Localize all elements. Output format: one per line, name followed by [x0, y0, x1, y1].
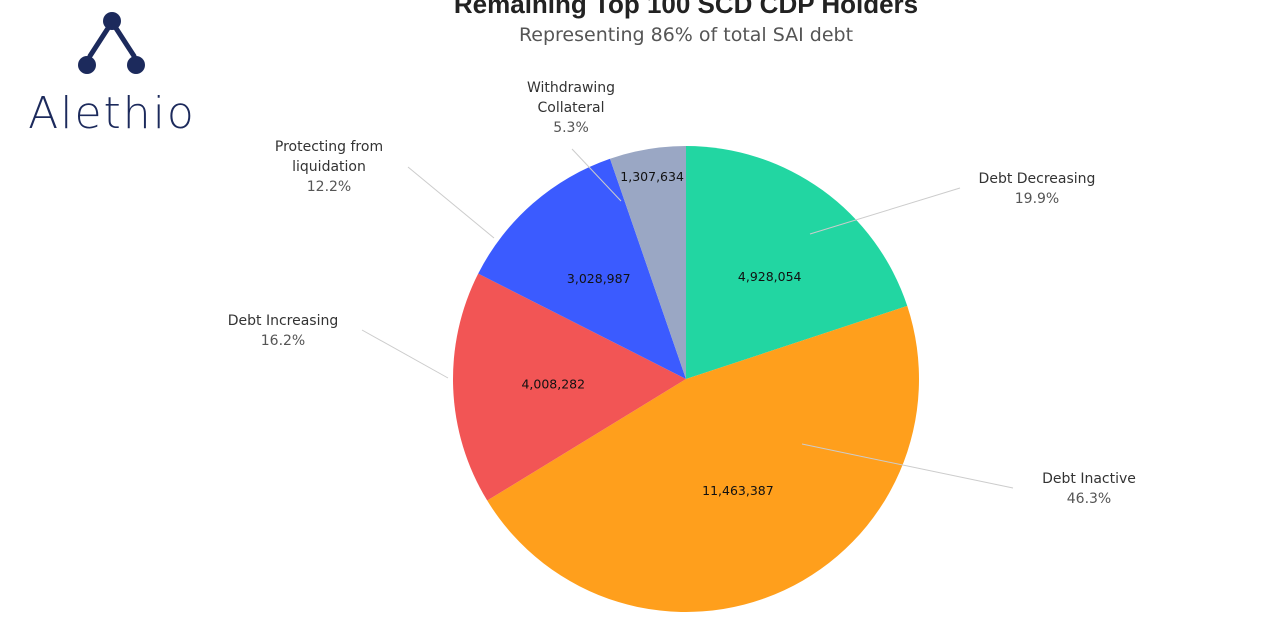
slice-value-label: 4,928,054 — [738, 269, 802, 284]
leader-line — [809, 187, 961, 235]
slice-category-label: Withdrawing — [527, 80, 615, 96]
leader-line — [361, 329, 449, 379]
slice-value-label: 3,028,987 — [567, 271, 631, 286]
slice-value-label: 4,008,282 — [521, 376, 585, 391]
slice-value-label: 11,463,387 — [702, 483, 774, 498]
leader-line — [571, 148, 622, 202]
slice-category-label: Collateral — [537, 100, 604, 116]
leader-line — [407, 166, 495, 239]
pie-slice — [487, 305, 919, 613]
chart-title: Remaining Top 100 SCD CDP Holders — [454, 0, 918, 19]
pie-slices — [452, 146, 919, 613]
slice-percent-label: 5.3% — [553, 120, 589, 136]
slice-category-label: Debt Increasing — [228, 313, 339, 329]
alethio-logo: Alethio — [28, 12, 196, 139]
slice-category-label: liquidation — [292, 159, 366, 175]
pie-slice — [686, 146, 908, 379]
slice-category-label: Debt Inactive — [1042, 471, 1136, 487]
pie-slice — [478, 158, 686, 379]
pie-slice — [610, 146, 686, 379]
slice-category-label: Protecting from — [275, 139, 383, 155]
chart-subtitle: Representing 86% of total SAI debt — [519, 24, 853, 46]
slice-category-label: Debt Decreasing — [979, 171, 1096, 187]
brand-name: Alethio — [28, 88, 196, 139]
pie-slice — [452, 273, 686, 501]
slice-labels: 4,928,054 Debt Decreasing 19.9% 11,463,387 D… — [228, 80, 1136, 507]
slice-percent-label: 19.9% — [1015, 191, 1059, 207]
leader-line — [801, 443, 1014, 489]
slice-value-label: 1,307,634 — [620, 169, 684, 184]
slice-percent-label: 12.2% — [307, 179, 351, 195]
slice-percent-label: 16.2% — [261, 333, 305, 349]
slice-percent-label: 46.3% — [1067, 491, 1111, 507]
alethio-logo-icon — [78, 12, 145, 74]
leader-lines — [361, 148, 1014, 489]
